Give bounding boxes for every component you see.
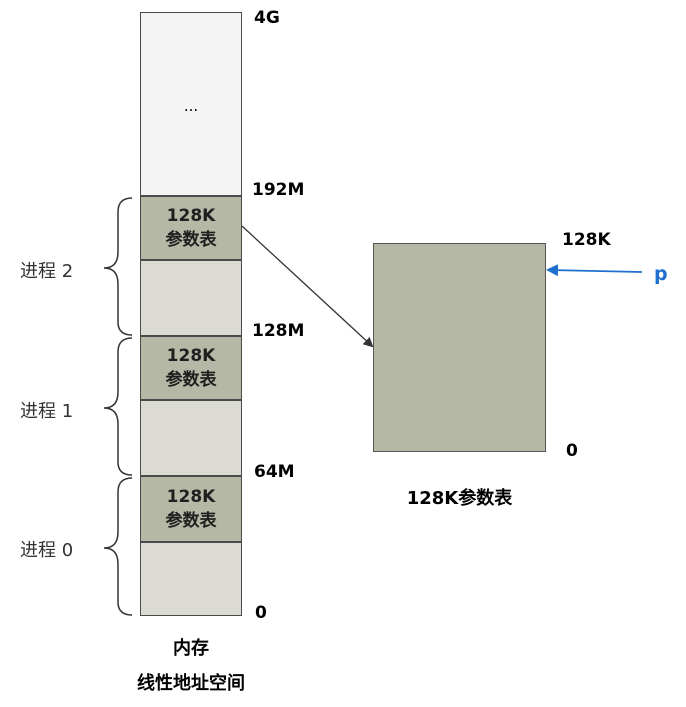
mapping-arrow	[241, 225, 374, 348]
process-label-1: 进程 1	[20, 401, 74, 422]
memory-region-process-0	[140, 542, 242, 616]
brace-process-0	[103, 477, 133, 616]
process-label-2: 进程 2	[20, 261, 74, 282]
param-block-process-1: 128K 参数表	[140, 336, 242, 400]
pointer-arrow	[546, 264, 643, 277]
memory-region-process-1	[140, 400, 242, 476]
address-128m: 128M	[252, 321, 305, 341]
brace-process-1	[103, 337, 133, 476]
param-table-box	[373, 243, 546, 452]
param-block-size: 128K	[166, 206, 216, 226]
param-block-name: 参数表	[165, 230, 217, 250]
param-block-size: 128K	[166, 346, 216, 366]
param-block-process-0: 128K 参数表	[140, 476, 242, 542]
memory-region-high: ...	[140, 12, 242, 196]
address-192m: 192M	[252, 180, 305, 200]
process-label-0: 进程 0	[20, 540, 74, 561]
param-table-bottom-label: 0	[566, 441, 578, 461]
address-0: 0	[255, 603, 267, 623]
address-4g: 4G	[254, 8, 280, 28]
ellipsis-label: ...	[183, 97, 199, 115]
pointer-label: p	[654, 263, 668, 285]
param-block-size: 128K	[166, 487, 216, 507]
param-block-process-2: 128K 参数表	[140, 196, 242, 260]
param-table-top-label: 128K	[562, 230, 611, 250]
param-table-caption: 128K参数表	[406, 488, 513, 509]
memory-caption-line2: 线性地址空间	[137, 673, 245, 694]
param-block-name: 参数表	[165, 511, 217, 531]
address-64m: 64M	[254, 462, 295, 482]
memory-region-process-2	[140, 260, 242, 336]
brace-process-2	[103, 197, 133, 336]
param-block-name: 参数表	[165, 370, 217, 390]
memory-caption-line1: 内存	[173, 638, 209, 659]
